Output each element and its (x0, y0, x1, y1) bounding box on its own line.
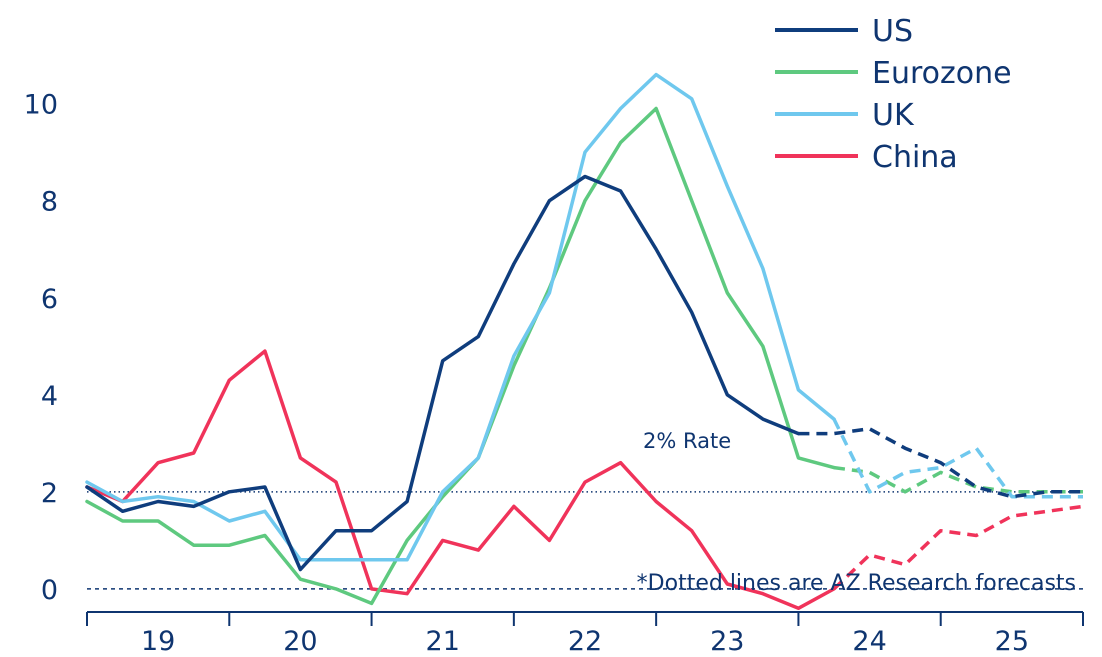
forecast-line-eurozone (833, 465, 1083, 494)
legend-label: China (872, 140, 958, 175)
forecast-note: *Dotted lines are AZ Research forecasts (637, 571, 1076, 596)
reference-lines (87, 491, 1083, 590)
x-tick-label: 19 (141, 626, 175, 657)
y-tick-label: 10 (24, 90, 58, 121)
forecast-line-us (798, 427, 1083, 499)
forecast-line-china (832, 504, 1084, 591)
series-line-us (85, 174, 801, 572)
y-tick-label: 6 (41, 284, 58, 315)
y-tick-label: 8 (41, 187, 58, 218)
x-tick-label: 20 (283, 626, 317, 657)
y-tick-label: 2 (41, 478, 58, 509)
series-lines (85, 72, 1084, 611)
y-tick-label: 0 (41, 575, 58, 606)
x-tick-label: 23 (710, 626, 744, 657)
x-tick-label: 25 (995, 626, 1029, 657)
x-tick-label: 22 (568, 626, 602, 657)
x-tick-label: 24 (852, 626, 886, 657)
legend: US Eurozone UK China (775, 14, 1012, 175)
series-line-uk (85, 72, 836, 562)
series-line-china (85, 349, 836, 611)
y-tick-label: 4 (41, 381, 58, 412)
rate-label: 2% Rate (643, 429, 731, 453)
x-tick-label: 21 (426, 626, 460, 657)
legend-label: Eurozone (872, 56, 1012, 91)
legend-label: US (872, 14, 913, 49)
series-line-eurozone (85, 106, 836, 606)
legend-label: UK (872, 98, 915, 133)
x-axis: 19 20 21 22 23 24 25 (86, 611, 1084, 657)
y-axis: 0 2 4 6 8 10 (24, 90, 58, 606)
